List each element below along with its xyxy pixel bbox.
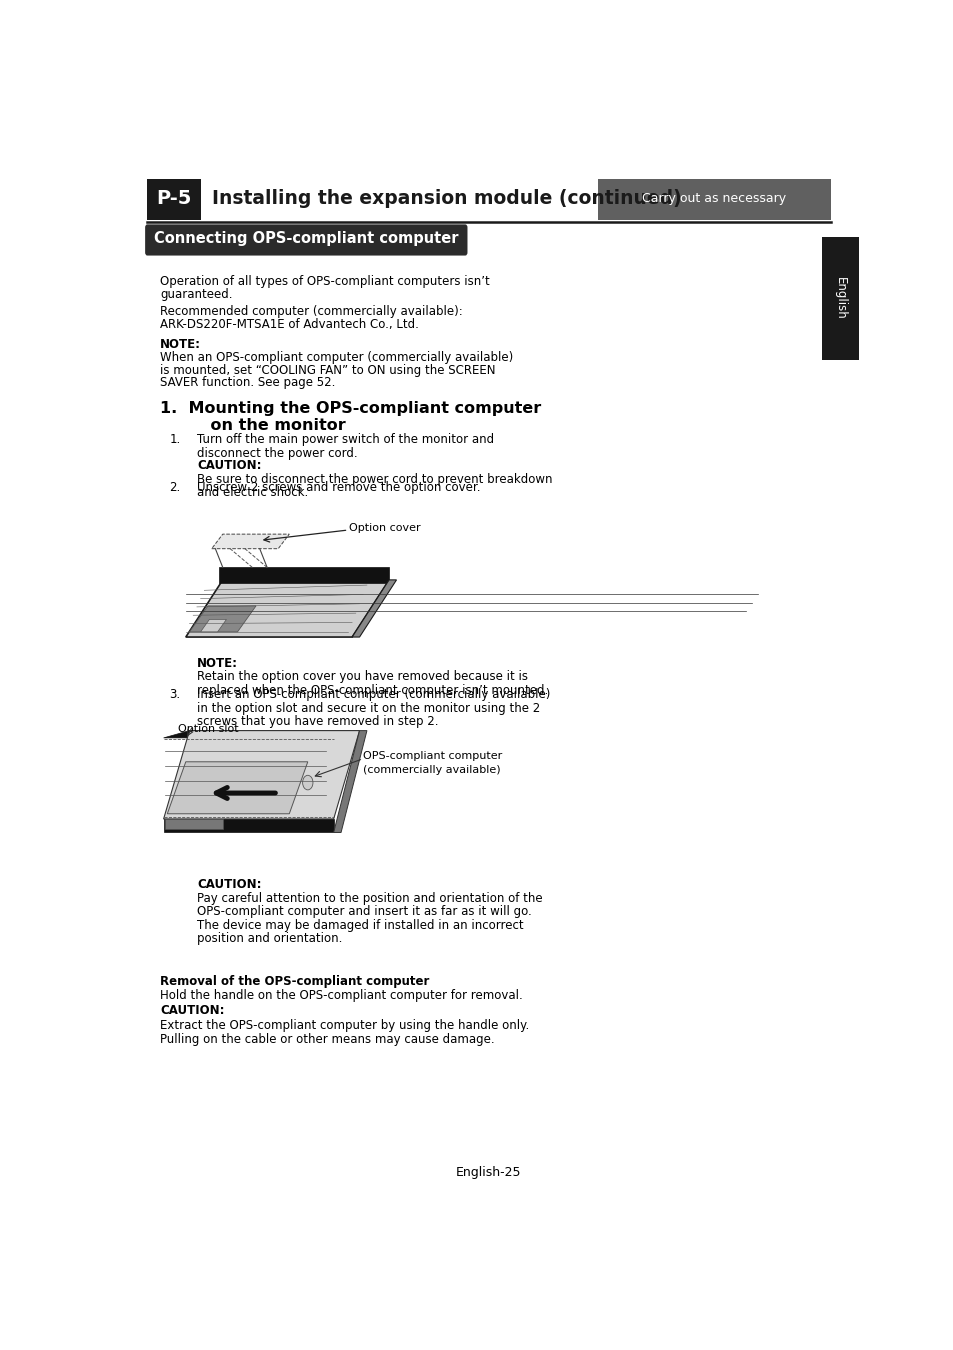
- Polygon shape: [200, 620, 226, 632]
- Text: P-5: P-5: [156, 189, 192, 208]
- Text: 2.: 2.: [170, 481, 180, 494]
- Text: Connecting OPS-compliant computer: Connecting OPS-compliant computer: [153, 231, 458, 247]
- Text: position and orientation.: position and orientation.: [196, 933, 342, 945]
- Text: NOTE:: NOTE:: [196, 657, 237, 670]
- Text: Operation of all types of OPS-compliant computers isn’t: Operation of all types of OPS-compliant …: [160, 275, 489, 289]
- Text: 3.: 3.: [170, 688, 180, 701]
- Text: on the monitor: on the monitor: [188, 417, 345, 433]
- Polygon shape: [164, 730, 359, 738]
- Circle shape: [302, 775, 313, 790]
- Polygon shape: [352, 580, 396, 637]
- Text: replaced when the OPS-compliant computer isn’t mounted.: replaced when the OPS-compliant computer…: [196, 684, 548, 697]
- Text: CAUTION:: CAUTION:: [196, 879, 261, 891]
- Text: Removal of the OPS-compliant computer: Removal of the OPS-compliant computer: [160, 975, 429, 988]
- Text: Pay careful attention to the position and orientation of the: Pay careful attention to the position an…: [196, 892, 542, 904]
- Text: Insert an OPS-compliant computer (commercially available): Insert an OPS-compliant computer (commer…: [196, 688, 550, 701]
- Text: screws that you have removed in step 2.: screws that you have removed in step 2.: [196, 716, 438, 728]
- Text: guaranteed.: guaranteed.: [160, 288, 233, 301]
- Text: Extract the OPS-compliant computer by using the handle only.: Extract the OPS-compliant computer by us…: [160, 1018, 529, 1031]
- Text: CAUTION:: CAUTION:: [160, 1004, 224, 1017]
- Polygon shape: [167, 761, 308, 814]
- FancyBboxPatch shape: [598, 178, 830, 220]
- Text: (commercially available): (commercially available): [363, 765, 500, 775]
- Text: 1.: 1.: [170, 433, 180, 447]
- Text: Unscrew 2 screws and remove the option cover.: Unscrew 2 screws and remove the option c…: [196, 481, 480, 494]
- Text: When an OPS-compliant computer (commercially available): When an OPS-compliant computer (commerci…: [160, 351, 513, 364]
- Text: Pulling on the cable or other means may cause damage.: Pulling on the cable or other means may …: [160, 1033, 494, 1046]
- Text: English-25: English-25: [456, 1166, 521, 1179]
- Text: 1.  Mounting the OPS-compliant computer: 1. Mounting the OPS-compliant computer: [160, 401, 540, 416]
- Text: SAVER function. See page 52.: SAVER function. See page 52.: [160, 377, 335, 389]
- Text: is mounted, set “COOLING FAN” to ON using the SCREEN: is mounted, set “COOLING FAN” to ON usin…: [160, 363, 495, 377]
- Polygon shape: [164, 819, 334, 833]
- Polygon shape: [334, 730, 367, 833]
- Text: Option slot: Option slot: [178, 725, 239, 734]
- Text: The device may be damaged if installed in an incorrect: The device may be damaged if installed i…: [196, 919, 523, 931]
- Text: OPS-compliant computer and insert it as far as it will go.: OPS-compliant computer and insert it as …: [196, 906, 531, 918]
- Text: Turn off the main power switch of the monitor and: Turn off the main power switch of the mo…: [196, 433, 494, 447]
- Text: and electric shock.: and electric shock.: [196, 486, 308, 500]
- Text: ARK-DS220F-MTSA1E of Advantech Co., Ltd.: ARK-DS220F-MTSA1E of Advantech Co., Ltd.: [160, 319, 418, 331]
- Polygon shape: [165, 819, 222, 829]
- Polygon shape: [212, 535, 289, 548]
- Polygon shape: [190, 606, 255, 632]
- Text: OPS-compliant computer: OPS-compliant computer: [363, 752, 502, 761]
- Polygon shape: [186, 580, 389, 637]
- Text: CAUTION:: CAUTION:: [196, 459, 261, 472]
- Text: Retain the option cover you have removed because it is: Retain the option cover you have removed…: [196, 671, 527, 683]
- Text: Hold the handle on the OPS-compliant computer for removal.: Hold the handle on the OPS-compliant com…: [160, 990, 522, 1003]
- Text: disconnect the power cord.: disconnect the power cord.: [196, 447, 357, 460]
- Text: English: English: [833, 277, 845, 320]
- Text: Carry out as necessary: Carry out as necessary: [641, 192, 785, 205]
- FancyBboxPatch shape: [821, 236, 858, 359]
- Text: Installing the expansion module (continued): Installing the expansion module (continu…: [212, 189, 680, 208]
- Text: Be sure to disconnect the power cord to prevent breakdown: Be sure to disconnect the power cord to …: [196, 472, 552, 486]
- Text: Recommended computer (commercially available):: Recommended computer (commercially avail…: [160, 305, 462, 319]
- Polygon shape: [164, 730, 359, 819]
- FancyBboxPatch shape: [145, 224, 467, 255]
- Text: in the option slot and secure it on the monitor using the 2: in the option slot and secure it on the …: [196, 702, 539, 714]
- Text: Option cover: Option cover: [349, 522, 420, 533]
- FancyBboxPatch shape: [147, 178, 200, 220]
- Polygon shape: [219, 567, 389, 583]
- Text: NOTE:: NOTE:: [160, 338, 201, 351]
